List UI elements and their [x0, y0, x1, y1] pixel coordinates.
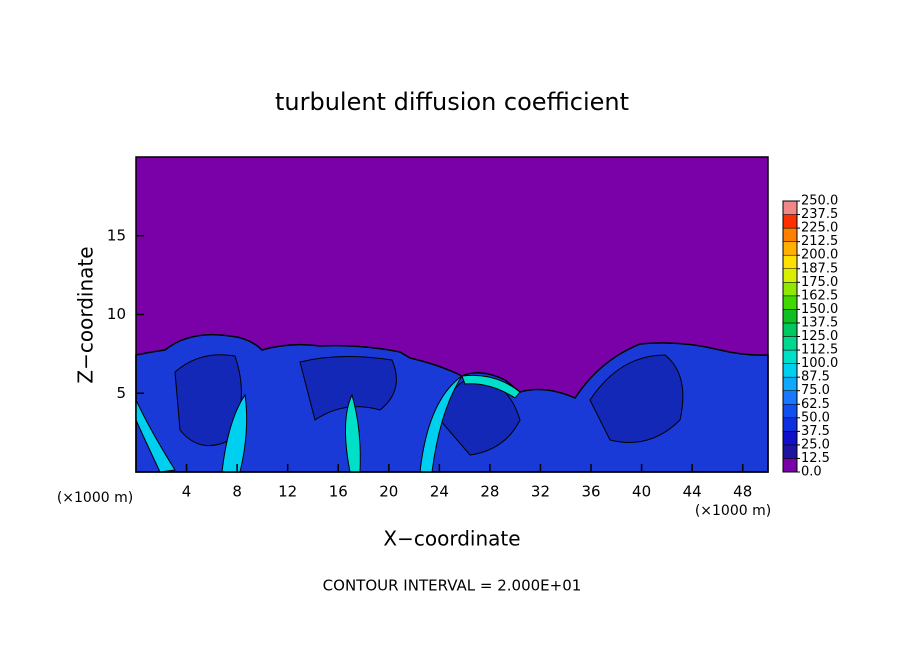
colorbar-tick-label: 250.0 — [801, 194, 838, 209]
y-tick-label: 10 — [107, 305, 126, 323]
plot-area — [135, 156, 769, 473]
colorbar-segment — [782, 404, 798, 419]
y-axis-label: Z−coordinate — [74, 246, 98, 383]
colorbar-tick-label: 237.5 — [801, 207, 838, 222]
colorbar-tick-label: 225.0 — [801, 221, 838, 236]
colorbar-segment — [782, 322, 798, 337]
colorbar-tick-label: 87.5 — [801, 370, 830, 385]
colorbar-segment — [782, 254, 798, 269]
x-tick-label: 8 — [232, 483, 242, 501]
x-tick-label: 28 — [480, 483, 499, 501]
colorbar-segment — [782, 200, 798, 215]
colorbar-tick-label: 25.0 — [801, 437, 830, 452]
field-streak — [135, 399, 176, 473]
y-tick-label: 5 — [116, 384, 126, 402]
colorbar-segment — [782, 282, 798, 297]
field-streak — [221, 393, 248, 473]
colorbar-segment — [782, 417, 798, 432]
x-tick-label: 4 — [182, 483, 192, 501]
contour-interval-note: CONTOUR INTERVAL = 2.000E+01 — [323, 577, 582, 595]
x-axis-label: X−coordinate — [383, 527, 520, 551]
colorbar-tick-label: 12.5 — [801, 451, 830, 466]
colorbar-tick-label: 200.0 — [801, 248, 838, 263]
colorbar-segment — [782, 458, 798, 473]
colorbar-tick-label: 150.0 — [801, 302, 838, 317]
colorbar-tick-label: 0.0 — [801, 465, 822, 480]
colorbar-tick-label: 75.0 — [801, 383, 830, 398]
x-tick-label: 24 — [430, 483, 449, 501]
colorbar-segment — [782, 295, 798, 310]
colorbar-segment — [782, 390, 798, 405]
x-tick-label: 44 — [683, 483, 702, 501]
colorbar-segment — [782, 444, 798, 459]
field-streak — [461, 374, 521, 399]
colorbar-segment — [782, 214, 798, 229]
colorbar-segment — [782, 268, 798, 283]
x-tick-label: 36 — [581, 483, 600, 501]
colorbar-tick-label: 100.0 — [801, 356, 838, 371]
colorbar-tick-label: 50.0 — [801, 410, 830, 425]
colorbar-tick-label: 187.5 — [801, 261, 838, 276]
colorbar-segment — [782, 431, 798, 446]
x-tick-label: 12 — [278, 483, 297, 501]
field-region — [174, 354, 242, 447]
field-region — [299, 355, 397, 421]
colorbar-tick-label: 162.5 — [801, 288, 838, 303]
colorbar-tick-label: 212.5 — [801, 234, 838, 249]
colorbar-tick-label: 112.5 — [801, 343, 838, 358]
field-streak — [344, 393, 361, 473]
x-tick-label: 48 — [733, 483, 752, 501]
colorbar-tick-label: 137.5 — [801, 315, 838, 330]
y-tick-label: 15 — [107, 226, 126, 244]
colorbar-tick-label: 37.5 — [801, 424, 830, 439]
x-tick-label: 40 — [632, 483, 651, 501]
x-tick-label: 16 — [329, 483, 348, 501]
colorbar-frame — [782, 200, 798, 473]
field-region — [589, 354, 684, 443]
colorbar-tick-label: 125.0 — [801, 329, 838, 344]
colorbar-tick-label: 175.0 — [801, 275, 838, 290]
colorbar-segment — [782, 376, 798, 391]
colorbar-segment — [782, 227, 798, 242]
colorbar-segment — [782, 241, 798, 256]
y-axis-unit: (×1000 m) — [57, 490, 133, 506]
colorbar-segment — [782, 336, 798, 351]
x-tick-label: 20 — [379, 483, 398, 501]
chart-title: turbulent diffusion coefficient — [275, 88, 629, 116]
colorbar-segment — [782, 363, 798, 378]
colorbar-segment — [782, 349, 798, 364]
x-axis-unit: (×1000 m) — [695, 503, 771, 519]
colorbar-segment — [782, 309, 798, 324]
x-tick-label: 32 — [531, 483, 550, 501]
colorbar-tick-label: 62.5 — [801, 397, 830, 412]
